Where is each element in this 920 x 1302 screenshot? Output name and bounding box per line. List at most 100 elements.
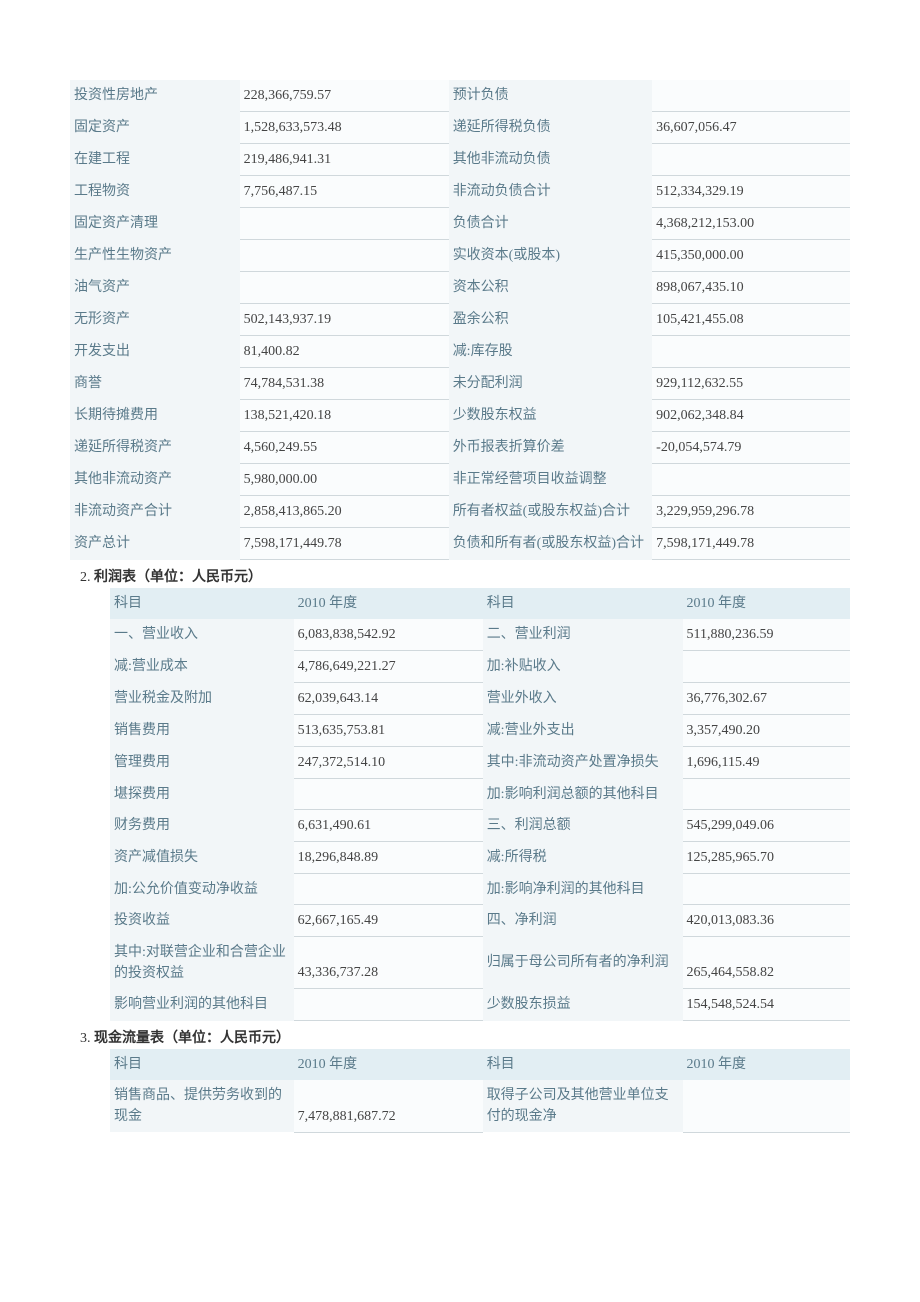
item-label: 未分配利润 [449,368,652,400]
table-row: 其中:对联营企业和合营企业的投资权益43,336,737.28归属于母公司所有者… [110,937,850,989]
item-value [683,874,850,905]
item-label: 营业外收入 [483,683,683,715]
table-header-row: 科目 2010 年度 科目 2010 年度 [110,1049,850,1080]
item-value [240,208,449,240]
item-value [240,240,449,272]
item-label: 堪探费用 [110,779,294,810]
item-value [294,779,483,810]
item-value: 7,598,171,449.78 [652,528,850,560]
table-row: 生产性生物资产实收资本(或股本)415,350,000.00 [70,240,850,272]
item-value: 138,521,420.18 [240,400,449,432]
item-label: 在建工程 [70,144,240,176]
table-row: 财务费用6,631,490.61三、利润总额545,299,049.06 [110,810,850,842]
item-value: 62,039,643.14 [294,683,483,715]
col-header: 科目 [483,588,683,619]
item-label: 加:影响净利润的其他科目 [483,874,683,905]
item-label: 非流动资产合计 [70,496,240,528]
item-label: 二、营业利润 [483,619,683,651]
table-row: 加:公允价值变动净收益 加:影响净利润的其他科目 [110,874,850,905]
item-value: 512,334,329.19 [652,176,850,208]
table-row: 堪探费用 加:影响利润总额的其他科目 [110,779,850,810]
item-label: 递延所得税资产 [70,432,240,464]
item-label: 商誉 [70,368,240,400]
item-label: 投资收益 [110,905,294,937]
table-row: 管理费用247,372,514.10其中:非流动资产处置净损失1,696,115… [110,747,850,779]
item-label: 递延所得税负债 [449,112,652,144]
item-label: 资本公积 [449,272,652,304]
section-title-text: 利润表（单位：人民币元） [94,570,262,585]
item-label: 实收资本(或股本) [449,240,652,272]
table-row: 营业税金及附加62,039,643.14营业外收入36,776,302.67 [110,683,850,715]
item-label: 开发支出 [70,336,240,368]
item-value: 4,786,649,221.27 [294,651,483,683]
item-value: 36,607,056.47 [652,112,850,144]
item-label: 少数股东损益 [483,989,683,1021]
item-value: 74,784,531.38 [240,368,449,400]
item-label: 所有者权益(或股东权益)合计 [449,496,652,528]
table-row: 开发支出81,400.82减:库存股 [70,336,850,368]
item-label: 非流动负债合计 [449,176,652,208]
item-label: 工程物资 [70,176,240,208]
item-label: 非正常经营项目收益调整 [449,464,652,496]
item-value: 247,372,514.10 [294,747,483,779]
item-label: 固定资产 [70,112,240,144]
col-header: 科目 [110,588,294,619]
item-value [652,144,850,176]
item-label: 一、营业收入 [110,619,294,651]
item-label: 财务费用 [110,810,294,842]
table-row: 销售商品、提供劳务收到的现金7,478,881,687.72取得子公司及其他营业… [110,1080,850,1132]
item-value: 81,400.82 [240,336,449,368]
table-row: 油气资产资本公积898,067,435.10 [70,272,850,304]
table-row: 非流动资产合计2,858,413,865.20所有者权益(或股东权益)合计3,2… [70,496,850,528]
item-label: 加:公允价值变动净收益 [110,874,294,905]
item-label: 无形资产 [70,304,240,336]
item-label: 加:影响利润总额的其他科目 [483,779,683,810]
item-value: 18,296,848.89 [294,842,483,874]
table-row: 其他非流动资产5,980,000.00非正常经营项目收益调整 [70,464,850,496]
section-number: 2. [80,570,91,585]
item-value [652,80,850,112]
item-label: 盈余公积 [449,304,652,336]
item-value [683,779,850,810]
item-label: 销售商品、提供劳务收到的现金 [110,1080,294,1132]
item-label: 长期待摊费用 [70,400,240,432]
item-value: 1,528,633,573.48 [240,112,449,144]
item-value: 6,631,490.61 [294,810,483,842]
item-value: 415,350,000.00 [652,240,850,272]
item-value: 7,478,881,687.72 [294,1080,483,1132]
item-label: 加:补贴收入 [483,651,683,683]
item-value: 62,667,165.49 [294,905,483,937]
item-label: 其他非流动资产 [70,464,240,496]
table-header-row: 科目 2010 年度 科目 2010 年度 [110,588,850,619]
item-value: 513,635,753.81 [294,715,483,747]
section-number: 3. [80,1031,91,1046]
table-row: 影响营业利润的其他科目少数股东损益154,548,524.54 [110,989,850,1021]
item-value: 228,366,759.57 [240,80,449,112]
item-label: 归属于母公司所有者的净利润 [483,937,683,989]
item-label: 资产减值损失 [110,842,294,874]
item-value [294,989,483,1021]
item-value: 511,880,236.59 [683,619,850,651]
table-row: 在建工程219,486,941.31其他非流动负债 [70,144,850,176]
balance-sheet-table: 投资性房地产228,366,759.57预计负债固定资产1,528,633,57… [70,80,850,560]
item-value: 898,067,435.10 [652,272,850,304]
col-header: 科目 [110,1049,294,1080]
item-value: 929,112,632.55 [652,368,850,400]
item-value: 43,336,737.28 [294,937,483,989]
item-label: 其中:非流动资产处置净损失 [483,747,683,779]
table-row: 固定资产1,528,633,573.48递延所得税负债36,607,056.47 [70,112,850,144]
item-label: 固定资产清理 [70,208,240,240]
item-label: 减:营业成本 [110,651,294,683]
item-label: 管理费用 [110,747,294,779]
item-value: 5,980,000.00 [240,464,449,496]
item-value: 105,421,455.08 [652,304,850,336]
item-value [683,651,850,683]
table-row: 销售费用513,635,753.81减:营业外支出3,357,490.20 [110,715,850,747]
item-value: 902,062,348.84 [652,400,850,432]
item-value: 154,548,524.54 [683,989,850,1021]
item-value: 6,083,838,542.92 [294,619,483,651]
cashflow-section-title: 3. 现金流量表（单位：人民币元） [80,1027,850,1047]
income-section-title: 2. 利润表（单位：人民币元） [80,566,850,586]
item-value [652,464,850,496]
table-row: 商誉74,784,531.38未分配利润929,112,632.55 [70,368,850,400]
